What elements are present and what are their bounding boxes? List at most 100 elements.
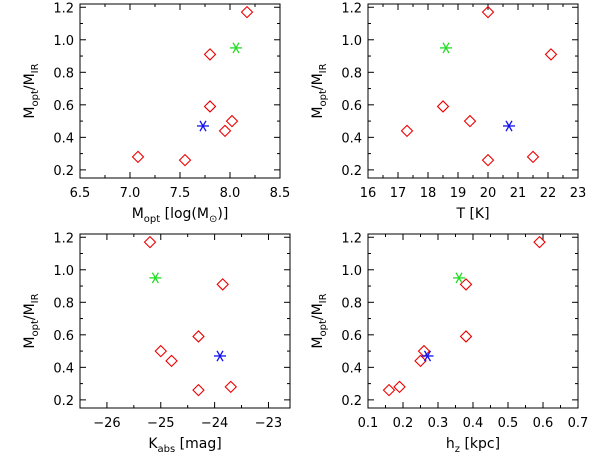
panel-3: −26 −25 −24 −23 0.2 0.4 0.6 0.8 1.0 1.2 Kabs [mag]… bbox=[22, 231, 291, 455]
y-tick-label: 1.2 bbox=[341, 231, 362, 246]
x-axis-title: Kabs [mag] bbox=[148, 436, 221, 455]
data-point-asterisk-green bbox=[453, 272, 465, 284]
y-axis-title: Mopt/MIR bbox=[310, 293, 329, 348]
y-axis-title-slash: /M bbox=[310, 303, 326, 320]
x-axis-title-main: T bbox=[455, 206, 465, 222]
data-point-diamond bbox=[143, 235, 157, 249]
x-tick-label: 0.4 bbox=[463, 416, 484, 431]
x-axis-title-rest: [K] bbox=[465, 206, 490, 222]
data-point-diamond bbox=[218, 124, 232, 138]
y-tick-label: 0.8 bbox=[53, 296, 74, 311]
y-axis-title-main: M bbox=[22, 337, 38, 349]
x-axis-title-rest: [kpc] bbox=[460, 436, 500, 452]
y-tick-label: 0.6 bbox=[341, 329, 362, 344]
data-point-diamond bbox=[178, 153, 192, 167]
x-tick-label: 21 bbox=[510, 186, 527, 201]
y-tick-label: 0.2 bbox=[341, 394, 362, 409]
asterisk-stroke bbox=[232, 42, 240, 54]
data-point-diamond bbox=[459, 278, 473, 291]
asterisk-stroke bbox=[199, 120, 207, 132]
y-axis-title: Mopt/MIR bbox=[22, 293, 41, 348]
y-tick-label: 1.0 bbox=[53, 34, 74, 49]
y-tick-label: 0.6 bbox=[53, 99, 74, 114]
data-point-asterisk-green bbox=[230, 42, 242, 54]
x-axis-title-rest: [mag] bbox=[175, 436, 221, 452]
y-tick-label: 0.4 bbox=[341, 131, 362, 146]
x-tick-label: −25 bbox=[147, 416, 174, 431]
y-axis-title-sub2: IR bbox=[30, 293, 41, 303]
y-axis-title: Mopt/MIR bbox=[310, 63, 329, 118]
plot-frame bbox=[79, 233, 291, 409]
x-axis-title-main: K bbox=[148, 436, 158, 452]
asterisk-stroke bbox=[423, 350, 432, 362]
y-tick-label: 0.8 bbox=[341, 296, 362, 311]
data-point-asterisk-green bbox=[149, 272, 162, 284]
y-axis-title-sub2: IR bbox=[318, 63, 329, 73]
x-tick-label: 16 bbox=[360, 186, 377, 201]
x-tick-label: 8.5 bbox=[270, 186, 291, 201]
x-axis-title-main: h bbox=[446, 436, 455, 452]
x-tick-label: 17 bbox=[390, 186, 407, 201]
data-point-asterisk-blue bbox=[214, 350, 226, 362]
data-point-diamond bbox=[436, 100, 450, 113]
y-tick-label: 1.0 bbox=[341, 264, 362, 279]
y-axis-title-main: M bbox=[310, 337, 326, 349]
y-tick-label: 1.2 bbox=[53, 231, 74, 246]
asterisk-stroke bbox=[505, 120, 513, 132]
data-point-diamond bbox=[203, 48, 217, 61]
data-point-diamond bbox=[225, 114, 239, 128]
x-axis-title-sub: abs bbox=[158, 444, 176, 455]
data-point-diamond bbox=[459, 330, 473, 343]
y-tick-label: 0.6 bbox=[53, 329, 74, 344]
y-axis-title-sub1: opt bbox=[30, 90, 41, 106]
data-point-diamond bbox=[533, 235, 546, 249]
data-point-diamond bbox=[131, 150, 145, 164]
x-tick-label: 7.5 bbox=[170, 186, 191, 201]
data-point-asterisk-blue bbox=[421, 350, 434, 362]
y-axis-title-sub1: opt bbox=[30, 320, 41, 336]
y-axis-title-sub2: IR bbox=[30, 63, 41, 73]
data-point-diamond bbox=[526, 150, 540, 164]
x-axis-title: hz [kpc] bbox=[446, 436, 500, 455]
data-point-diamond bbox=[224, 380, 238, 394]
y-axis-title-sub2: IR bbox=[318, 293, 329, 303]
panel-1: 6.5 7.0 7.5 8.0 8.5 0.2 0.4 0.6 0.8 1.0 1.2 Mopt [l… bbox=[22, 1, 290, 225]
plot-frame bbox=[79, 3, 281, 179]
data-point-diamond bbox=[165, 354, 178, 368]
plot-frame bbox=[367, 3, 579, 179]
x-tick-label: 18 bbox=[420, 186, 437, 201]
x-tick-label: 0.1 bbox=[358, 416, 379, 431]
y-axis-title-sub1: opt bbox=[318, 90, 329, 106]
x-axis-title-sub: opt bbox=[144, 214, 160, 225]
y-tick-label: 0.4 bbox=[53, 131, 74, 146]
x-tick-label: 6.5 bbox=[70, 186, 91, 201]
data-point-diamond bbox=[154, 344, 168, 358]
x-tick-label: 22 bbox=[540, 186, 557, 201]
x-axis-title: T [K] bbox=[455, 206, 489, 222]
y-tick-label: 0.4 bbox=[53, 361, 74, 376]
y-tick-label: 0.2 bbox=[53, 394, 74, 409]
x-tick-label: 20 bbox=[480, 186, 497, 201]
asterisk-stroke bbox=[216, 350, 224, 362]
x-axis-title: Mopt [log(M⊙)] bbox=[132, 206, 229, 225]
data-point-asterisk-green bbox=[440, 42, 452, 54]
asterisk-stroke bbox=[151, 272, 159, 284]
x-tick-label: 0.5 bbox=[498, 416, 519, 431]
x-tick-label: 0.2 bbox=[393, 416, 414, 431]
y-tick-label: 0.2 bbox=[341, 164, 362, 179]
data-point-diamond bbox=[216, 278, 229, 291]
data-point-diamond bbox=[192, 383, 205, 397]
y-tick-label: 0.8 bbox=[53, 66, 74, 81]
x-axis-title-rest: [log(M bbox=[160, 206, 209, 222]
y-axis-title-slash: /M bbox=[22, 73, 38, 90]
data-point-diamond bbox=[481, 5, 495, 19]
data-point-asterisk-blue bbox=[503, 120, 515, 132]
x-axis-title-main: M bbox=[132, 206, 144, 222]
x-axis-title-sub: z bbox=[455, 444, 460, 455]
data-point-diamond bbox=[382, 383, 396, 397]
data-point-diamond bbox=[544, 48, 558, 61]
y-tick-label: 1.2 bbox=[341, 1, 362, 16]
y-tick-label: 0.8 bbox=[341, 66, 362, 81]
y-axis-title-sub1: opt bbox=[318, 320, 329, 336]
